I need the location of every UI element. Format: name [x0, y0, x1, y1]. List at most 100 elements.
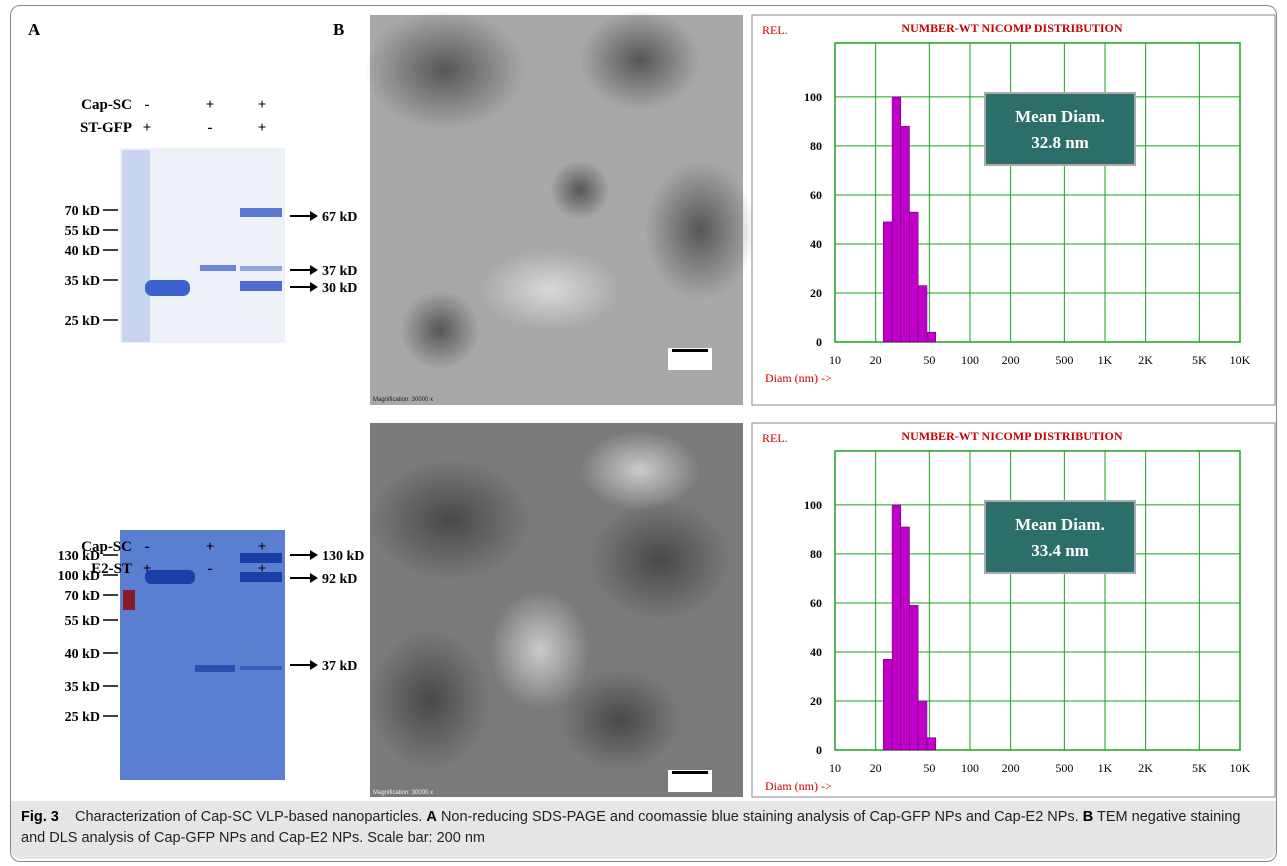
dls-chart: NUMBER-WT NICOMP DISTRIBUTIONREL.Diam (n… — [752, 15, 1275, 405]
bar — [909, 212, 918, 342]
y-tick-label: 0 — [816, 335, 822, 349]
lane-sign: + — [258, 120, 267, 136]
arrow-head — [310, 660, 318, 670]
lane-sign: + — [258, 561, 267, 577]
lane-sign: - — [145, 97, 150, 113]
lane-sign: + — [143, 120, 152, 136]
bar — [901, 126, 910, 342]
marker-label: 35 kD — [65, 680, 100, 695]
x-tick-label: 500 — [1055, 353, 1073, 367]
band-label: 130 kD — [322, 549, 364, 564]
x-tick-label: 1K — [1098, 761, 1113, 775]
x-tick-label: 200 — [1002, 353, 1020, 367]
x-tick-label: 50 — [923, 761, 935, 775]
lane-sign: + — [258, 539, 267, 555]
x-tick-label: 1K — [1098, 353, 1113, 367]
bar — [918, 286, 927, 342]
panel-label: A — [28, 20, 41, 39]
tem-image: Magnification: 30000 x — [370, 423, 743, 797]
marker-label: 25 kD — [65, 314, 100, 329]
band-label: 37 kD — [322, 264, 357, 279]
x-tick-label: 20 — [870, 761, 882, 775]
caption-label: Fig. 3 — [21, 809, 59, 825]
marker-label: 40 kD — [65, 244, 100, 259]
annotation-box — [985, 93, 1135, 165]
y-tick-label: 60 — [810, 596, 822, 610]
lane-sign: + — [258, 97, 267, 113]
x-tick-label: 100 — [961, 761, 979, 775]
y-tick-label: 80 — [810, 547, 822, 561]
lane-sign: - — [145, 539, 150, 555]
panel-label: B — [333, 20, 344, 39]
x-tick-label: 500 — [1055, 761, 1073, 775]
caption-text: Characterization of Cap-SC VLP-based nan… — [75, 809, 422, 825]
bar — [883, 222, 892, 342]
x-tick-label: 10K — [1230, 761, 1251, 775]
lane-label: Cap-SC — [81, 97, 132, 113]
arrow-head — [310, 282, 318, 292]
x-axis-label: Diam (nm) -> — [765, 779, 832, 793]
lane-sign: + — [143, 561, 152, 577]
chart-frame — [752, 423, 1275, 797]
chart-frame — [752, 15, 1275, 405]
band-label: 37 kD — [322, 659, 357, 674]
x-tick-label: 5K — [1192, 353, 1207, 367]
marker-label: 55 kD — [65, 224, 100, 239]
caption: Fig. 3 Characterization of Cap-SC VLP-ba… — [11, 801, 1276, 859]
x-tick-label: 10 — [829, 761, 841, 775]
magnification: Magnification: 30000 x — [373, 397, 433, 403]
band-label: 30 kD — [322, 281, 357, 296]
gel-image — [120, 148, 285, 343]
x-tick-label: 50 — [923, 353, 935, 367]
bar — [918, 701, 927, 750]
marker-label: 100 kD — [58, 569, 100, 584]
arrow-head — [310, 550, 318, 560]
y-tick-label: 0 — [816, 743, 822, 757]
bar — [892, 97, 901, 342]
arrow-head — [310, 573, 318, 583]
x-tick-label: 10 — [829, 353, 841, 367]
marker-label: 35 kD — [65, 274, 100, 289]
y-tick-label: 20 — [810, 694, 822, 708]
bar — [892, 505, 901, 750]
band-label: 92 kD — [322, 572, 357, 587]
x-tick-label: 100 — [961, 353, 979, 367]
bar — [927, 738, 936, 750]
tem-image: Magnification: 30000 x — [365, 10, 755, 405]
marker-label: 55 kD — [65, 614, 100, 629]
annotation: 33.4 nm — [1031, 541, 1089, 560]
magnification: Magnification: 30000 x — [373, 790, 433, 796]
band-label: 67 kD — [322, 210, 357, 225]
y-tick-label: 80 — [810, 139, 822, 153]
x-tick-label: 10K — [1230, 353, 1251, 367]
chart-title: NUMBER-WT NICOMP DISTRIBUTION — [901, 429, 1122, 443]
caption-panel: B — [1083, 809, 1093, 825]
y-tick-label: 100 — [804, 498, 822, 512]
y-tick-label: 40 — [810, 237, 822, 251]
bar — [927, 332, 936, 342]
x-tick-label: 200 — [1002, 761, 1020, 775]
arrow-head — [310, 265, 318, 275]
caption-panel: A — [426, 809, 436, 825]
y-tick-label: 100 — [804, 90, 822, 104]
chart-title: NUMBER-WT NICOMP DISTRIBUTION — [901, 21, 1122, 35]
annotation: Mean Diam. — [1015, 515, 1105, 534]
marker-label: 70 kD — [65, 589, 100, 604]
x-tick-label: 20 — [870, 353, 882, 367]
lane-sign: + — [206, 539, 215, 555]
marker-label: 130 kD — [58, 549, 100, 564]
bar — [901, 527, 910, 750]
y-tick-label: 40 — [810, 645, 822, 659]
dls-chart: NUMBER-WT NICOMP DISTRIBUTION REL. Diam (n… — [752, 423, 1275, 797]
lane-sign: + — [206, 97, 215, 113]
annotation: Mean Diam. — [1015, 107, 1105, 126]
y-axis-label: REL. — [762, 431, 788, 445]
y-axis-label: REL. — [762, 23, 788, 37]
caption-text: Non-reducing SDS-PAGE and coomassie blue… — [441, 809, 1079, 825]
lane-sign: - — [208, 561, 213, 577]
figure: A B Magnification: 30000 x Magnification… — [0, 0, 1287, 800]
marker-label: 25 kD — [65, 710, 100, 725]
arrow-head — [310, 211, 318, 221]
lane-sign: - — [208, 120, 213, 136]
bar — [909, 605, 918, 750]
